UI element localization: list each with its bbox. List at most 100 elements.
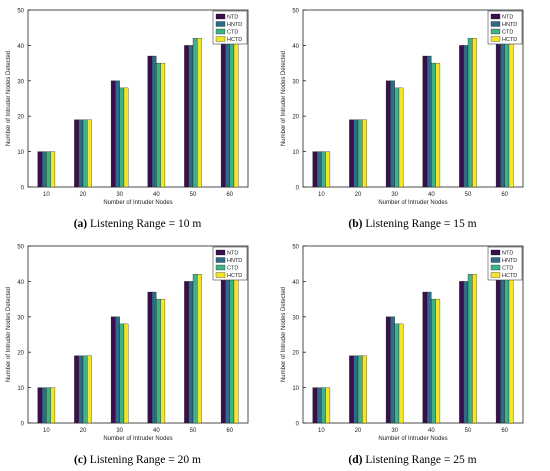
y-tick-label-b: 20 xyxy=(292,115,299,121)
legend-swatch-d-ntd xyxy=(490,249,501,256)
x-tick-label-d: 30 xyxy=(391,428,398,434)
caption-c: (c) Listening Range = 20 m xyxy=(0,454,275,466)
x-tick-label-b: 50 xyxy=(465,192,472,198)
legend-label-c-hntd: HNTD xyxy=(227,258,242,264)
bar-b-ctd-40 xyxy=(431,62,436,188)
legend-label-c-hctd: HCTD xyxy=(227,273,242,279)
plot-area-c xyxy=(27,245,249,424)
bar-c-ctd-20 xyxy=(82,355,88,424)
chart-panel-d: 0 10 20 30 40 50 10 20 30 40 50 60 Number of Intrude… xyxy=(275,236,550,471)
bar-d-ctd-40 xyxy=(431,298,436,424)
legend-label-b-hctd: HCTD xyxy=(502,37,517,43)
bar-b-ctd-60 xyxy=(504,20,510,188)
bar-b-hntd-10 xyxy=(316,151,322,188)
bar-b-hntd-60 xyxy=(500,20,505,188)
y-tick-label-a: 0 xyxy=(21,186,25,192)
bar-a-hctd-40 xyxy=(160,62,166,188)
legend-swatch-c-hntd xyxy=(215,257,226,263)
x-tick-label-a: 20 xyxy=(80,192,87,198)
bar-b-ntd-40 xyxy=(422,55,428,188)
bar-c-ntd-30 xyxy=(110,316,116,424)
chart-panel-a: 0 10 20 30 40 50 10 20 30 40 50 60 Number of Intrude… xyxy=(0,0,275,235)
bar-d-hctd-40 xyxy=(435,298,441,424)
bar-c-hntd-50 xyxy=(188,281,194,424)
x-tick-label-d: 50 xyxy=(465,428,472,434)
x-tick-label-b: 40 xyxy=(428,192,435,198)
bar-a-ctd-50 xyxy=(192,38,198,188)
bar-a-ctd-20 xyxy=(82,119,88,188)
legend-swatch-a-ctd xyxy=(215,28,226,35)
y-tick-label-b: 0 xyxy=(296,186,300,192)
y-tick-label-a: 50 xyxy=(17,9,24,15)
x-axis-label-b: Number of Intruder Nodes xyxy=(378,200,447,205)
bar-c-hctd-40 xyxy=(160,298,166,424)
legend-swatch-d-hctd xyxy=(490,272,501,278)
plot-area-d xyxy=(302,245,524,424)
x-tick-label-a: 40 xyxy=(153,192,160,198)
legend-swatch-c-ctd xyxy=(215,264,226,271)
y-tick-label-d: 10 xyxy=(292,386,299,392)
x-tick-label-d: 20 xyxy=(355,428,362,434)
bar-b-hctd-50 xyxy=(472,38,477,188)
caption-tag-d: (d) xyxy=(348,454,363,466)
bar-d-ntd-30 xyxy=(385,316,391,424)
bar-d-hntd-30 xyxy=(390,316,395,424)
legend-swatch-a-hctd xyxy=(215,36,226,42)
bar-c-hntd-40 xyxy=(151,291,157,424)
y-tick-label-a: 40 xyxy=(17,44,24,50)
y-tick-label-a: 10 xyxy=(17,150,24,156)
y-tick-label-b: 40 xyxy=(292,44,299,50)
y-tick-label-b: 30 xyxy=(292,79,299,85)
y-tick-label-c: 10 xyxy=(17,386,24,392)
x-tick-label-c: 10 xyxy=(43,428,50,434)
bar-c-hntd-60 xyxy=(225,256,230,424)
x-axis-label-d: Number of Intruder Nodes xyxy=(378,436,447,441)
x-tick-label-b: 20 xyxy=(355,192,362,198)
bar-a-hctd-20 xyxy=(87,119,92,188)
bar-b-ctd-50 xyxy=(467,38,473,188)
bar-c-ctd-40 xyxy=(156,298,161,424)
y-tick-label-a: 30 xyxy=(17,79,24,85)
bar-a-ctd-10 xyxy=(46,151,51,188)
bar-c-ntd-50 xyxy=(184,281,189,424)
caption-tag-a: (a) xyxy=(73,218,88,230)
y-tick-label-c: 20 xyxy=(17,351,24,357)
legend-label-d-hctd: HCTD xyxy=(502,273,517,279)
caption-text-d: Listening Range = 25 m xyxy=(365,454,477,466)
bar-c-ctd-60 xyxy=(229,256,235,424)
bar-d-ntd-50 xyxy=(459,281,464,424)
bar-a-hntd-10 xyxy=(41,151,47,188)
y-axis-label-a: Number of Intruder Nodes Detected xyxy=(6,51,12,146)
legend-swatch-a-hntd xyxy=(215,21,226,27)
legend-swatch-b-hntd xyxy=(490,21,501,27)
y-axis-label-c: Number of Intruder Nodes Detected xyxy=(6,287,12,382)
x-tick-label-c: 50 xyxy=(190,428,197,434)
bar-b-ntd-20 xyxy=(349,119,354,188)
caption-text-a: Listening Range = 10 m xyxy=(90,218,202,230)
bar-d-hctd-10 xyxy=(325,387,331,424)
legend-label-a-hntd: HNTD xyxy=(227,22,242,28)
bar-d-ntd-60 xyxy=(495,256,501,424)
caption-tag-c: (c) xyxy=(74,454,87,466)
y-tick-label-a: 20 xyxy=(17,115,24,121)
caption-b: (b) Listening Range = 15 m xyxy=(275,218,550,230)
bar-a-ntd-60 xyxy=(220,20,226,188)
bar-d-hctd-60 xyxy=(508,256,514,424)
x-tick-label-c: 40 xyxy=(153,428,160,434)
bar-chart-d: 0 10 20 30 40 50 10 20 30 40 50 60 Number of Intrude… xyxy=(281,245,524,441)
bar-d-ctd-60 xyxy=(504,256,510,424)
x-tick-label-a: 60 xyxy=(226,192,233,198)
bar-d-ctd-20 xyxy=(357,355,363,424)
bar-d-hntd-10 xyxy=(316,387,322,424)
caption-text-c: Listening Range = 20 m xyxy=(89,454,201,466)
y-tick-label-b: 10 xyxy=(292,150,299,156)
legend-swatch-d-hntd xyxy=(490,257,501,263)
y-tick-label-b: 50 xyxy=(292,9,299,15)
bar-a-hntd-50 xyxy=(188,45,194,188)
x-tick-label-c: 20 xyxy=(80,428,87,434)
bar-a-hntd-40 xyxy=(151,55,157,188)
y-tick-label-c: 0 xyxy=(21,422,25,428)
legend-swatch-d-ctd xyxy=(490,264,501,271)
y-tick-label-d: 50 xyxy=(292,245,299,251)
legend-label-d-ctd: CTD xyxy=(502,266,513,272)
